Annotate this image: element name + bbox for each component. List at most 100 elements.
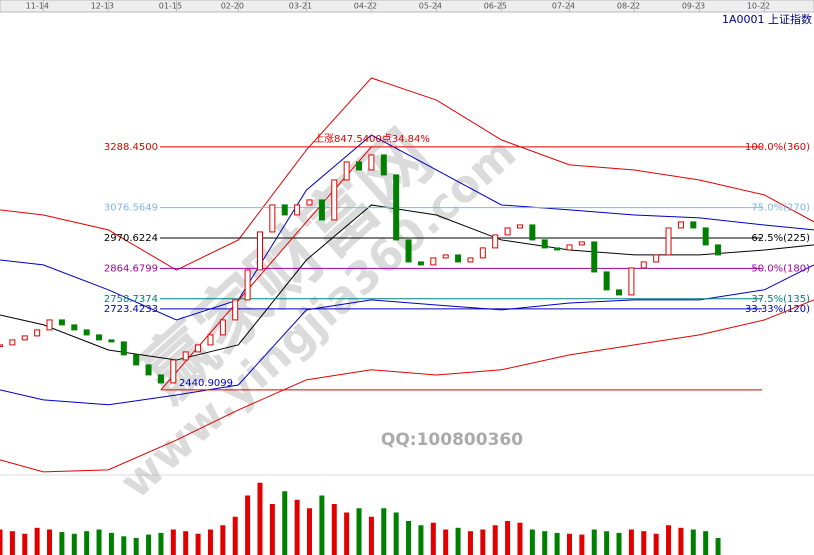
candle-body xyxy=(83,329,90,336)
band-line xyxy=(0,77,814,271)
volume-bar xyxy=(579,534,585,555)
x-tick-label: 05-24 xyxy=(419,2,442,11)
volume-bar xyxy=(455,527,461,555)
volume-bar xyxy=(282,491,288,555)
level-label: 2758.7374 xyxy=(104,294,158,305)
x-tick-label: 10-22 xyxy=(747,2,770,11)
candle-body xyxy=(653,254,660,263)
level-label: 3076.5649 xyxy=(104,203,158,214)
volume-bar xyxy=(381,508,387,555)
volume-bar xyxy=(59,532,65,555)
x-tick-label: 01-15 xyxy=(159,2,182,11)
band-line xyxy=(0,264,814,406)
x-tick-label: 07-24 xyxy=(552,2,575,11)
volume-bar xyxy=(529,529,535,555)
volume-bar xyxy=(133,538,139,555)
candle-body xyxy=(541,239,548,249)
candle-body xyxy=(9,339,16,346)
candle-body xyxy=(665,227,672,256)
level-ratio: 62.5%(225) xyxy=(751,233,810,244)
volume-bar xyxy=(344,512,350,555)
volume-bar xyxy=(207,529,213,555)
volume-bar xyxy=(170,529,176,555)
candle-body xyxy=(96,334,103,341)
x-tick-label: 02-20 xyxy=(221,2,244,11)
volume-bar xyxy=(517,522,523,555)
volume-bar xyxy=(666,525,672,555)
candle-body xyxy=(368,154,375,171)
candle-body xyxy=(603,271,610,291)
x-tick-label: 11-14 xyxy=(26,2,49,11)
symbol: 1A0001 上证指数 xyxy=(722,12,812,26)
candle-body xyxy=(690,221,697,229)
volume-bar xyxy=(641,531,647,555)
candle-body xyxy=(207,334,214,346)
candle-body xyxy=(46,319,53,331)
candle-body xyxy=(380,154,387,176)
x-tick-label: 06-25 xyxy=(484,2,507,11)
candle-body xyxy=(244,269,251,301)
volume-bar xyxy=(22,533,28,555)
qq-label: QQ:100800360 xyxy=(381,430,523,450)
candle-body xyxy=(34,329,41,337)
volume-bar xyxy=(220,525,226,555)
candle-body xyxy=(133,354,140,366)
volume-bar xyxy=(9,531,15,555)
candle-body xyxy=(492,234,499,249)
volume-bar xyxy=(628,529,634,555)
candle-body xyxy=(232,299,239,321)
candle-body xyxy=(393,174,400,241)
volume-bar xyxy=(158,532,164,555)
candle-body xyxy=(0,344,3,347)
candle-body xyxy=(108,339,115,343)
volume-bar xyxy=(257,482,263,555)
candle-body xyxy=(702,227,709,246)
volume-bar xyxy=(34,527,40,555)
volume-bar xyxy=(195,533,201,555)
candle-body xyxy=(120,341,127,356)
level-ratio: 50.0%(180) xyxy=(751,263,810,274)
volume-bar xyxy=(604,531,610,555)
rise-label: 上涨847.5400点34.84% xyxy=(314,133,430,145)
candle-body xyxy=(21,335,28,341)
candle-body xyxy=(343,161,350,181)
candle-body xyxy=(467,257,474,263)
volume-bar xyxy=(84,531,90,555)
volume-bar xyxy=(418,525,424,555)
volume-bar xyxy=(96,529,102,555)
volume-bar xyxy=(554,532,560,555)
level-ratio: 100.0%(360) xyxy=(745,142,810,153)
candle-body xyxy=(219,319,226,336)
volume-bar xyxy=(591,529,597,555)
candle-body xyxy=(170,359,177,384)
volume-bar xyxy=(467,531,473,555)
band-line xyxy=(0,134,814,321)
candle-body xyxy=(281,204,288,216)
candle-body xyxy=(504,227,511,236)
volume-bar xyxy=(269,504,275,555)
candle-body xyxy=(628,267,635,296)
volume-bar xyxy=(121,536,127,555)
candle-body xyxy=(554,247,561,251)
volume-bar xyxy=(307,508,313,555)
volume-bar xyxy=(653,533,659,555)
candle-body xyxy=(529,224,536,241)
volume-bar xyxy=(356,508,362,555)
candle-body xyxy=(616,289,623,296)
volume-bar xyxy=(331,504,337,555)
candle-body xyxy=(455,254,462,263)
candle-body xyxy=(591,241,598,273)
candle-body xyxy=(71,324,78,331)
candle-body xyxy=(306,199,313,206)
volume-bar xyxy=(542,531,548,555)
level-label: 2864.6799 xyxy=(104,263,158,274)
level-label: 2723.4233 xyxy=(104,304,158,315)
low-label: 2440.9099 xyxy=(179,378,233,389)
volume-bar xyxy=(368,516,374,555)
volume-bar xyxy=(505,521,511,555)
level-ratio: 37.5%(135) xyxy=(751,294,810,305)
volume-bar xyxy=(715,538,721,555)
volume-bar xyxy=(183,531,189,555)
